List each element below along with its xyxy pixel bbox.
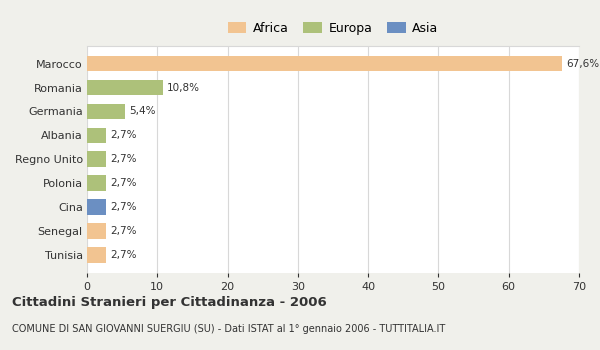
Text: 2,7%: 2,7% bbox=[110, 250, 137, 260]
Legend: Africa, Europa, Asia: Africa, Europa, Asia bbox=[227, 22, 439, 35]
Bar bbox=[87, 104, 125, 119]
Bar bbox=[87, 127, 106, 143]
Text: Cittadini Stranieri per Cittadinanza - 2006: Cittadini Stranieri per Cittadinanza - 2… bbox=[12, 296, 327, 309]
Text: 2,7%: 2,7% bbox=[110, 130, 137, 140]
Bar bbox=[87, 56, 562, 71]
Text: 2,7%: 2,7% bbox=[110, 202, 137, 212]
Bar bbox=[87, 80, 163, 95]
Text: COMUNE DI SAN GIOVANNI SUERGIU (SU) - Dati ISTAT al 1° gennaio 2006 - TUTTITALIA: COMUNE DI SAN GIOVANNI SUERGIU (SU) - Da… bbox=[12, 324, 445, 334]
Bar bbox=[87, 152, 106, 167]
Bar bbox=[87, 175, 106, 191]
Text: 2,7%: 2,7% bbox=[110, 154, 137, 164]
Text: 10,8%: 10,8% bbox=[167, 83, 200, 92]
Text: 67,6%: 67,6% bbox=[566, 58, 599, 69]
Text: 5,4%: 5,4% bbox=[129, 106, 155, 117]
Text: 2,7%: 2,7% bbox=[110, 226, 137, 236]
Bar bbox=[87, 247, 106, 262]
Bar bbox=[87, 223, 106, 239]
Bar bbox=[87, 199, 106, 215]
Text: 2,7%: 2,7% bbox=[110, 178, 137, 188]
